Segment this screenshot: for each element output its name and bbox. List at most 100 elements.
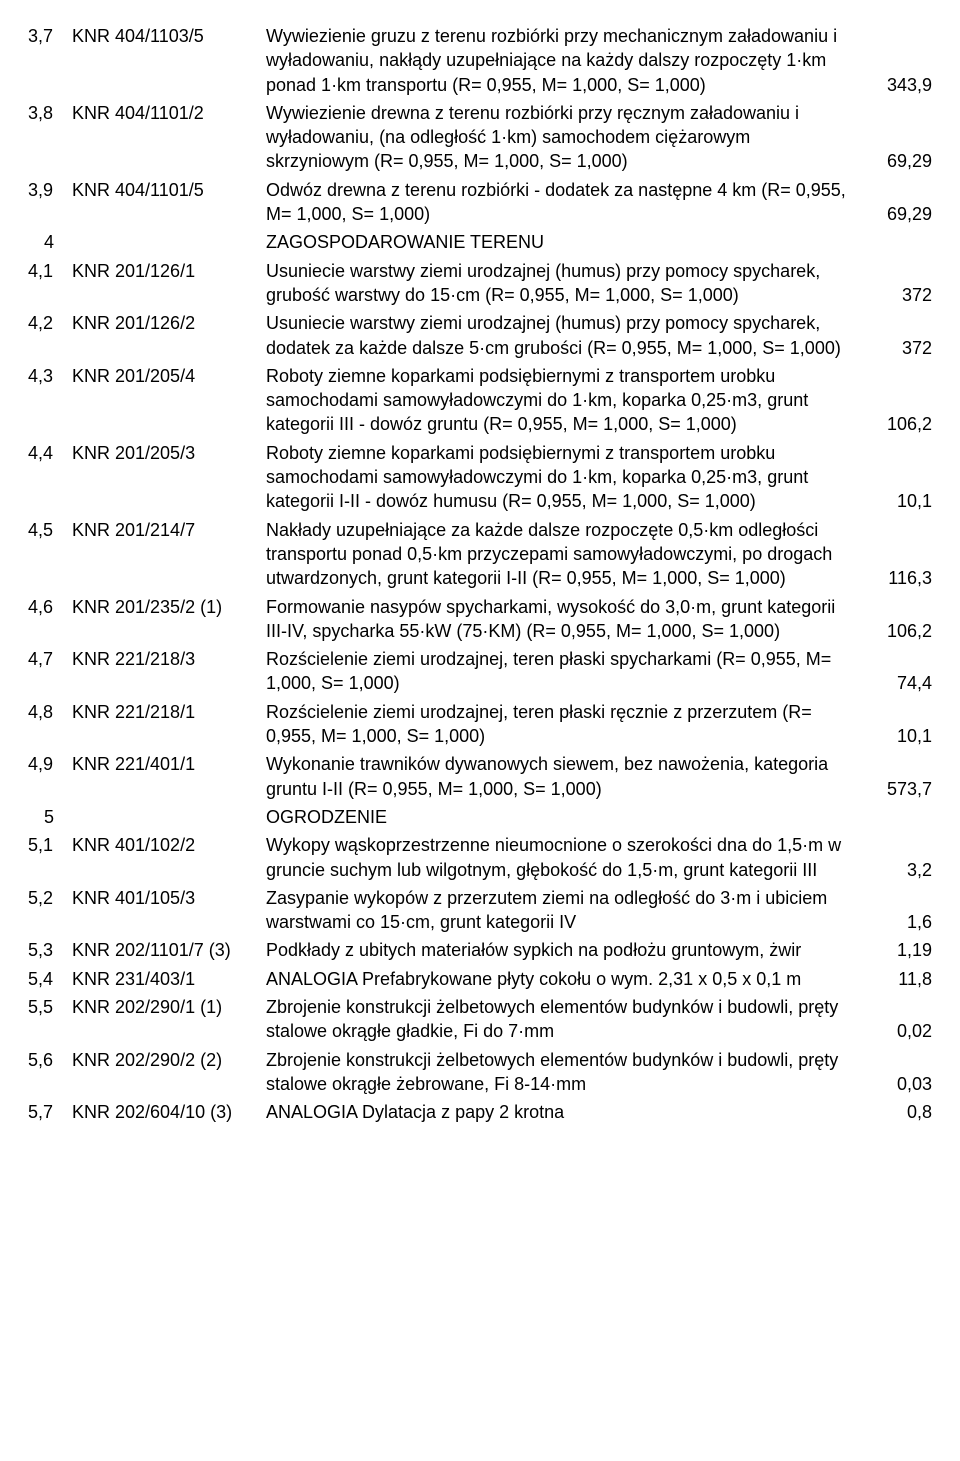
row-code: KNR 201/214/7 (72, 518, 266, 542)
row-description: Usuniecie warstwy ziemi urodzajnej (humu… (266, 259, 862, 308)
table-row: 4,2KNR 201/126/2Usuniecie warstwy ziemi … (28, 311, 932, 360)
row-description: Usuniecie warstwy ziemi urodzajnej (humu… (266, 311, 862, 360)
row-index: 5,7 (28, 1100, 72, 1124)
section-heading: ZAGOSPODAROWANIE TERENU (266, 230, 862, 254)
row-index: 4,7 (28, 647, 72, 671)
table-row: 4 ZAGOSPODAROWANIE TERENU (28, 230, 932, 254)
row-description: Wykopy wąskoprzestrzenne nieumocnione o … (266, 833, 862, 882)
row-description: Odwóz drewna z terenu rozbiórki - dodate… (266, 178, 862, 227)
row-value: 0,02 (862, 1019, 932, 1043)
row-description: Wykonanie trawników dywanowych siewem, b… (266, 752, 862, 801)
row-index: 4,1 (28, 259, 72, 283)
row-index: 4,9 (28, 752, 72, 776)
row-description: Wywiezienie gruzu z terenu rozbiórki prz… (266, 24, 862, 97)
row-description: Roboty ziemne koparkami podsiębiernymi z… (266, 441, 862, 514)
row-index: 5,2 (28, 886, 72, 910)
table-row: 3,7KNR 404/1103/5Wywiezienie gruzu z ter… (28, 24, 932, 97)
row-value: 1,19 (862, 938, 932, 962)
row-index: 4,2 (28, 311, 72, 335)
row-description: ANALOGIA Prefabrykowane płyty cokołu o w… (266, 967, 862, 991)
row-value: 11,8 (862, 967, 932, 991)
row-value: 10,1 (862, 724, 932, 748)
table-row: 4,1KNR 201/126/1Usuniecie warstwy ziemi … (28, 259, 932, 308)
row-code: KNR 202/290/1 (1) (72, 995, 266, 1019)
row-code: KNR 404/1101/5 (72, 178, 266, 202)
row-index: 5,1 (28, 833, 72, 857)
row-code: KNR 401/105/3 (72, 886, 266, 910)
row-code: KNR 401/102/2 (72, 833, 266, 857)
row-code: KNR 202/604/10 (3) (72, 1100, 266, 1124)
table-row: 3,8KNR 404/1101/2Wywiezienie drewna z te… (28, 101, 932, 174)
row-index: 5,5 (28, 995, 72, 1019)
row-description: ANALOGIA Dylatacja z papy 2 krotna (266, 1100, 862, 1124)
table-row: 5,4KNR 231/403/1ANALOGIA Prefabrykowane … (28, 967, 932, 991)
table-row: 4,3KNR 201/205/4Roboty ziemne koparkami … (28, 364, 932, 437)
table-row: 5,3KNR 202/1101/7 (3)Podkłady z ubitych … (28, 938, 932, 962)
row-code: KNR 221/218/3 (72, 647, 266, 671)
row-description: Rozścielenie ziemi urodzajnej, teren pła… (266, 647, 862, 696)
row-code: KNR 404/1103/5 (72, 24, 266, 48)
row-index: 4,5 (28, 518, 72, 542)
row-code: KNR 201/126/2 (72, 311, 266, 335)
row-code: KNR 201/205/4 (72, 364, 266, 388)
row-code: KNR 202/290/2 (2) (72, 1048, 266, 1072)
row-code: KNR 201/126/1 (72, 259, 266, 283)
row-description: Formowanie nasypów spycharkami, wysokość… (266, 595, 862, 644)
row-index: 4 (28, 230, 72, 254)
row-value: 69,29 (862, 202, 932, 226)
row-value: 74,4 (862, 671, 932, 695)
row-description: Wywiezienie drewna z terenu rozbiórki pr… (266, 101, 862, 174)
row-code: KNR 231/403/1 (72, 967, 266, 991)
row-value: 372 (862, 283, 932, 307)
row-index: 3,8 (28, 101, 72, 125)
row-index: 5,4 (28, 967, 72, 991)
row-index: 5,6 (28, 1048, 72, 1072)
row-value: 10,1 (862, 489, 932, 513)
table-row: 4,9KNR 221/401/1Wykonanie trawników dywa… (28, 752, 932, 801)
row-value: 573,7 (862, 777, 932, 801)
row-value: 372 (862, 336, 932, 360)
row-value: 3,2 (862, 858, 932, 882)
row-value: 1,6 (862, 910, 932, 934)
row-index: 4,8 (28, 700, 72, 724)
row-code: KNR 202/1101/7 (3) (72, 938, 266, 962)
row-description: Podkłady z ubitych materiałów sypkich na… (266, 938, 862, 962)
row-description: Zbrojenie konstrukcji żelbetowych elemen… (266, 995, 862, 1044)
row-description: Rozścielenie ziemi urodzajnej, teren pła… (266, 700, 862, 749)
row-index: 4,3 (28, 364, 72, 388)
cost-table: 3,7KNR 404/1103/5Wywiezienie gruzu z ter… (28, 24, 932, 1124)
table-row: 4,6KNR 201/235/2 (1)Formowanie nasypów s… (28, 595, 932, 644)
row-index: 3,7 (28, 24, 72, 48)
row-value: 0,8 (862, 1100, 932, 1124)
row-value: 343,9 (862, 73, 932, 97)
table-row: 5,2KNR 401/105/3Zasypanie wykopów z prze… (28, 886, 932, 935)
row-code: KNR 404/1101/2 (72, 101, 266, 125)
row-description: Zasypanie wykopów z przerzutem ziemi na … (266, 886, 862, 935)
row-description: Roboty ziemne koparkami podsiębiernymi z… (266, 364, 862, 437)
row-value: 0,03 (862, 1072, 932, 1096)
row-description: Zbrojenie konstrukcji żelbetowych elemen… (266, 1048, 862, 1097)
table-row: 5 OGRODZENIE (28, 805, 932, 829)
table-row: 4,8KNR 221/218/1Rozścielenie ziemi urodz… (28, 700, 932, 749)
table-row: 5,1KNR 401/102/2Wykopy wąskoprzestrzenne… (28, 833, 932, 882)
table-row: 4,7KNR 221/218/3Rozścielenie ziemi urodz… (28, 647, 932, 696)
row-index: 5 (28, 805, 72, 829)
row-value: 106,2 (862, 619, 932, 643)
table-row: 4,4KNR 201/205/3Roboty ziemne koparkami … (28, 441, 932, 514)
row-value: 106,2 (862, 412, 932, 436)
table-row: 5,6KNR 202/290/2 (2)Zbrojenie konstrukcj… (28, 1048, 932, 1097)
row-code: KNR 221/401/1 (72, 752, 266, 776)
row-code: KNR 201/235/2 (1) (72, 595, 266, 619)
table-row: 4,5KNR 201/214/7Nakłady uzupełniające za… (28, 518, 932, 591)
row-index: 5,3 (28, 938, 72, 962)
row-code: KNR 201/205/3 (72, 441, 266, 465)
row-code: KNR 221/218/1 (72, 700, 266, 724)
table-row: 3,9KNR 404/1101/5Odwóz drewna z terenu r… (28, 178, 932, 227)
section-heading: OGRODZENIE (266, 805, 862, 829)
row-value: 116,3 (862, 566, 932, 590)
table-row: 5,5KNR 202/290/1 (1)Zbrojenie konstrukcj… (28, 995, 932, 1044)
row-description: Nakłady uzupełniające za każde dalsze ro… (266, 518, 862, 591)
row-index: 4,4 (28, 441, 72, 465)
row-index: 3,9 (28, 178, 72, 202)
row-index: 4,6 (28, 595, 72, 619)
